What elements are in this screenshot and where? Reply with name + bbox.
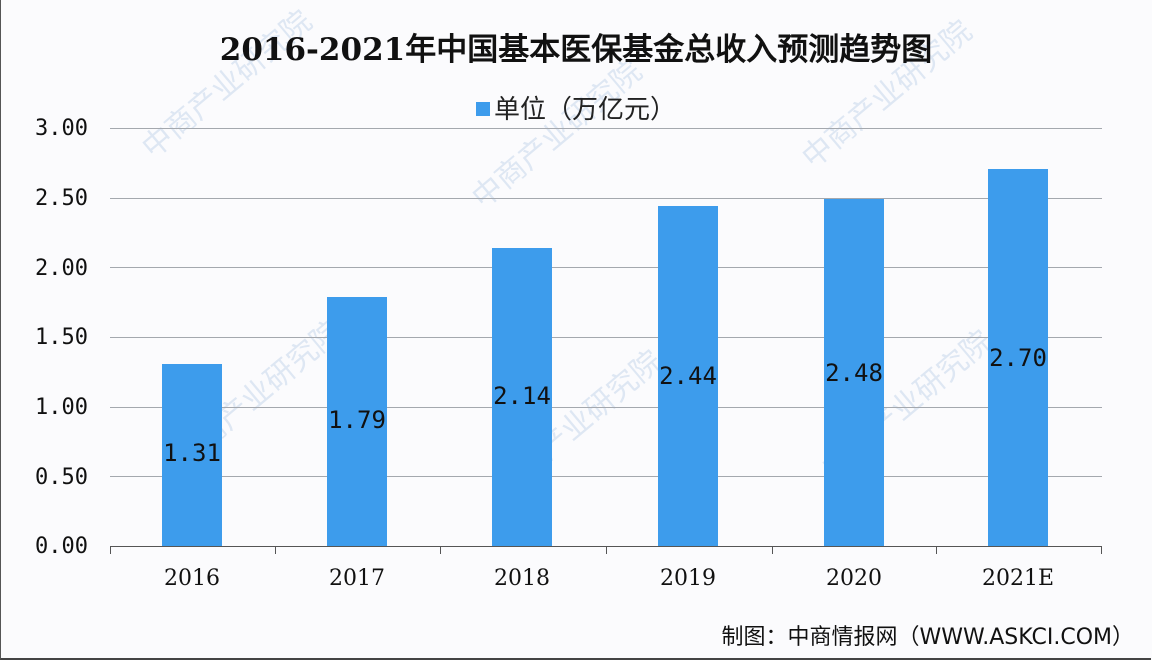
bar-2016 [162,364,222,546]
bar-2020 [824,199,884,546]
y-tick: 1.50 [35,325,88,350]
bar-2019 [658,206,718,546]
plot-area: 1.31 1.79 2.14 2.44 2.48 2.70 [110,128,1102,554]
data-label: 2.44 [659,362,717,390]
data-label: 2.70 [989,344,1047,372]
gridline [110,267,1102,268]
x-tick-mark [440,546,441,554]
x-tick-label: 2017 [329,566,385,591]
data-label: 1.31 [163,439,221,467]
bar-2017 [327,297,387,546]
y-tick: 3.00 [35,116,88,141]
bar-2021e [988,169,1048,546]
y-tick: 2.00 [35,256,88,281]
y-tick: 1.00 [35,395,88,420]
gridline [110,198,1102,199]
gridline [110,407,1102,408]
gridline [110,476,1102,477]
x-tick-label: 2021E [981,566,1055,591]
x-tick-mark [606,546,607,554]
bar-2018 [492,248,552,546]
x-tick-mark [110,546,111,554]
x-tick-mark [1101,546,1102,554]
x-tick-mark [936,546,937,554]
x-tick-mark [275,546,276,554]
x-tick-label: 2019 [660,566,716,591]
x-tick-label: 2020 [826,566,882,591]
y-tick: 2.50 [35,186,88,211]
legend-swatch [475,102,490,116]
data-label: 2.48 [825,359,883,387]
x-tick-label: 2018 [494,566,550,591]
gridline [110,337,1102,338]
y-tick: 0.00 [35,534,88,559]
y-tick: 0.50 [35,465,88,490]
legend-label: 单位（万亿元） [493,95,676,125]
gridline [110,128,1102,129]
data-label: 2.14 [493,382,551,410]
source-note: 制图：中商情报网（WWW.ASKCI.COM） [721,625,1134,650]
legend: 单位（万亿元） [0,89,1152,126]
data-label: 1.79 [328,406,386,434]
x-tick-mark [772,546,773,554]
chart-title: 2016-2021年中国基本医保基金总收入预测趋势图 [219,32,933,68]
x-tick-label: 2016 [164,566,220,591]
